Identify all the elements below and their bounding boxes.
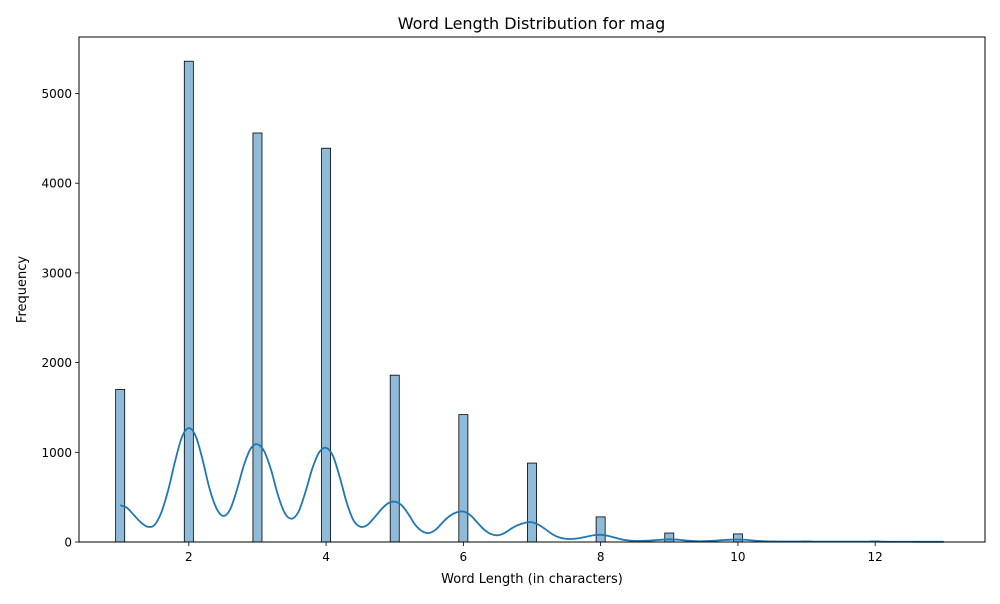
x-tick-label-10: 10 [730, 550, 745, 564]
histogram-bar-7 [527, 462, 537, 543]
y-tick-label-4000: 4000 [41, 177, 72, 191]
histogram-bar-9 [664, 532, 675, 543]
y-tick-label-0: 0 [64, 536, 72, 550]
y-tick-label-2000: 2000 [41, 356, 72, 370]
bars-layer [115, 60, 881, 543]
kde-layer [119, 427, 944, 543]
histogram-bar-1 [115, 389, 126, 543]
y-tick-label-1000: 1000 [41, 446, 72, 460]
histogram-bar-3 [252, 132, 263, 543]
histogram-bar-2 [183, 60, 194, 543]
y-axis-label: Frequency [15, 256, 30, 323]
chart-title: Word Length Distribution for mag [398, 14, 666, 33]
histogram-bar-4 [321, 147, 332, 543]
x-tick-label-6: 6 [460, 550, 468, 564]
y-tick-label-5000: 5000 [41, 87, 72, 101]
histogram-bar-5 [389, 374, 400, 543]
histogram-bar-10 [732, 533, 743, 543]
plot-frame [78, 36, 986, 543]
histogram-bar-8 [595, 516, 606, 543]
x-tick-label-4: 4 [322, 550, 330, 564]
kde-curve [119, 427, 944, 543]
y-axis-ticks: 0 1000 2000 3000 4000 5000 [41, 87, 79, 550]
y-tick-label-3000: 3000 [41, 266, 72, 280]
histogram-bar-6 [458, 414, 469, 543]
x-tick-label-12: 12 [868, 550, 883, 564]
x-axis-ticks: 2 4 6 8 10 12 [185, 542, 883, 564]
x-tick-label-2: 2 [185, 550, 193, 564]
x-tick-label-8: 8 [597, 550, 605, 564]
x-axis-label: Word Length (in characters) [441, 572, 623, 587]
